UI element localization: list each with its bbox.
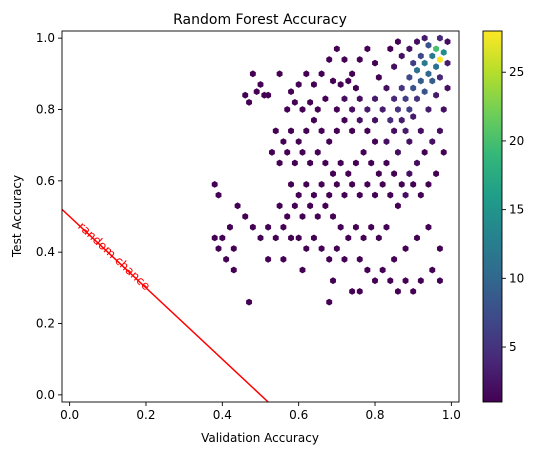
x-tick-label: 0.4 — [213, 408, 232, 422]
colorbar — [483, 31, 502, 402]
y-tick-label: 0.8 — [36, 102, 55, 116]
x-axis-title: Validation Accuracy — [201, 431, 319, 445]
colorbar-tick-label: 5 — [509, 340, 517, 354]
colorbar-tick-label: 20 — [509, 134, 524, 148]
chart-title: Random Forest Accuracy — [173, 12, 347, 28]
colorbar-tick-label: 25 — [509, 65, 524, 79]
x-tick-label: 0.0 — [60, 408, 79, 422]
x-tick-label: 1.0 — [442, 408, 461, 422]
colorbar-tick-label: 10 — [509, 271, 524, 285]
x-tick-label: 0.2 — [136, 408, 155, 422]
y-axis-title: Test Accuracy — [10, 175, 24, 258]
y-tick-label: 0.4 — [36, 245, 55, 259]
y-tick-label: 0.0 — [36, 388, 55, 402]
y-tick-label: 0.2 — [36, 317, 55, 331]
colorbar-tick-label: 15 — [509, 203, 524, 217]
x-tick-label: 0.6 — [289, 408, 308, 422]
y-tick-label: 0.6 — [36, 174, 55, 188]
x-tick-label: 0.8 — [365, 408, 384, 422]
y-tick-label: 1.0 — [36, 31, 55, 45]
